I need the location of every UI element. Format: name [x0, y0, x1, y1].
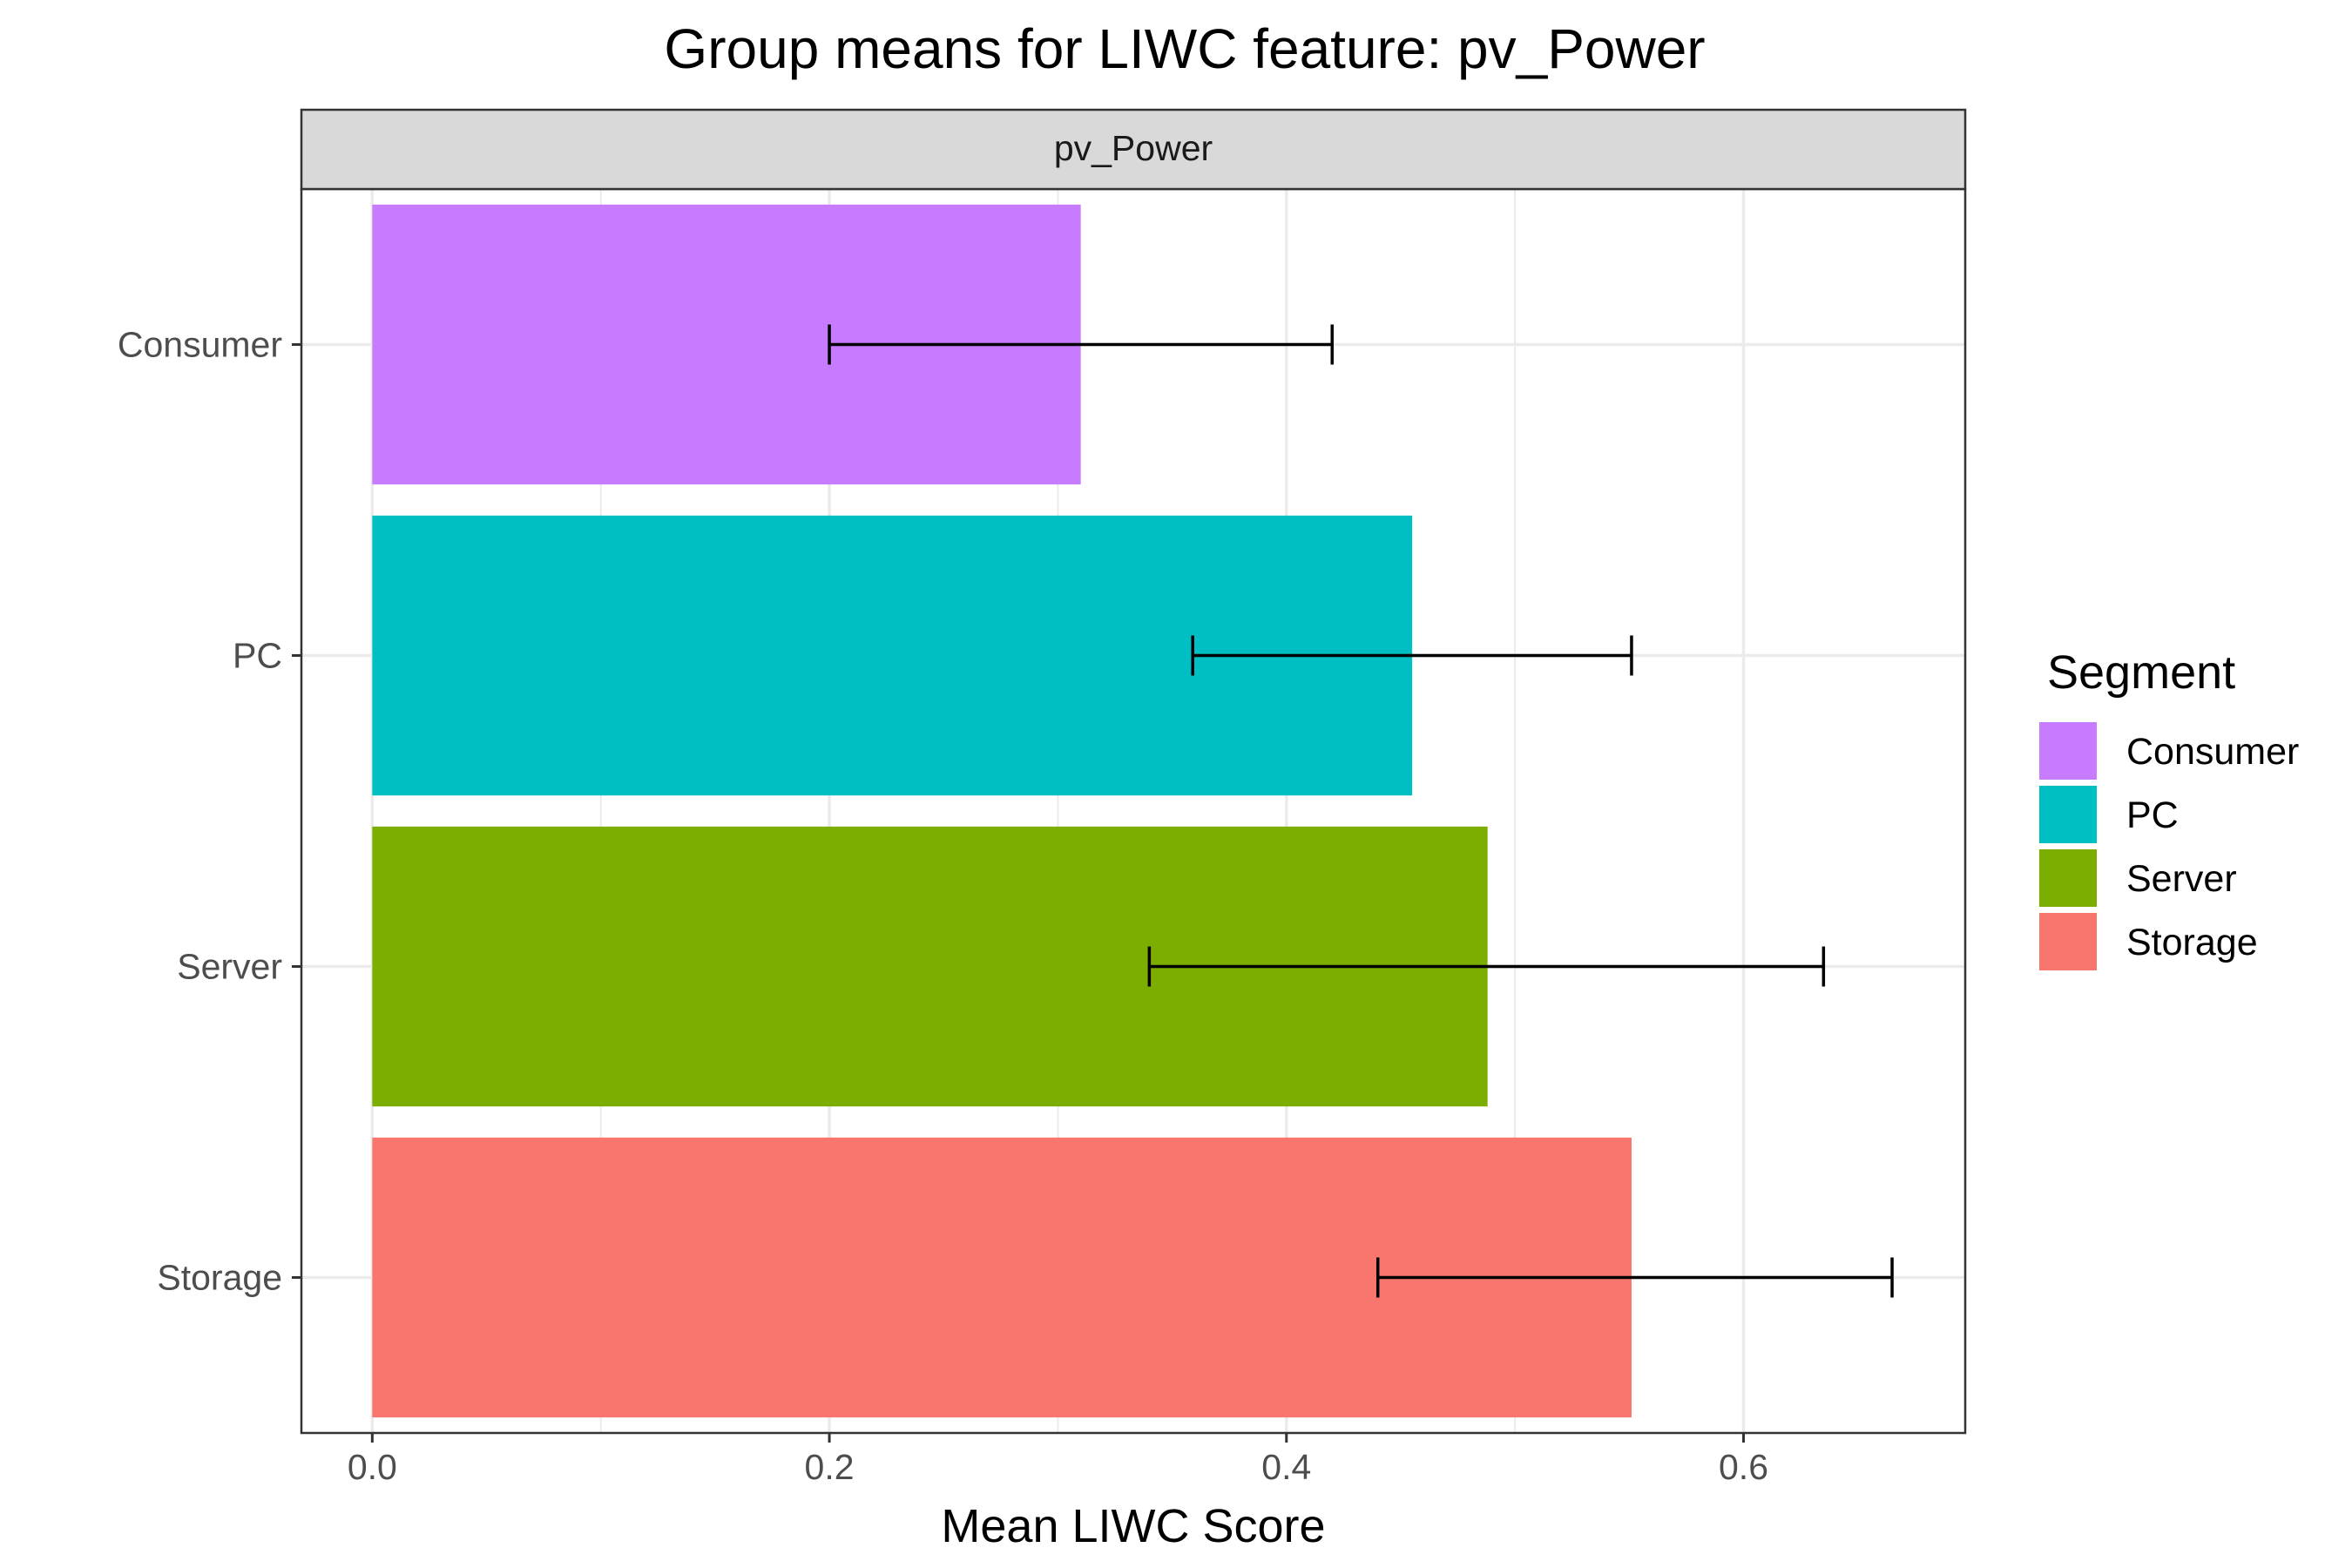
x-axis: 0.0 0.2 0.4 0.6 [348, 1433, 1768, 1487]
legend-key-storage [2039, 913, 2097, 970]
x-tick-label: 0.0 [348, 1447, 397, 1487]
legend-key-consumer [2039, 722, 2097, 780]
legend: Segment Consumer PC Server Storage [2039, 646, 2299, 970]
x-tick-label: 0.4 [1261, 1447, 1311, 1487]
x-tick-label: 0.6 [1719, 1447, 1768, 1487]
errorbars-layer [828, 324, 1894, 1298]
chart-title: Group means for LIWC feature: pv_Power [664, 17, 1705, 80]
plot-panel [300, 187, 1967, 1435]
legend-title: Segment [2047, 646, 2235, 699]
facet-strip-background [300, 108, 1967, 191]
y-axis: Consumer PC Server Storage [118, 325, 301, 1298]
legend-label: Storage [2126, 922, 2258, 963]
y-tick-label: Consumer [118, 325, 282, 365]
x-tick-label: 0.2 [805, 1447, 855, 1487]
facet-strip: pv_Power [300, 108, 1967, 191]
legend-label: Consumer [2126, 731, 2299, 773]
legend-key-server [2039, 849, 2097, 907]
legend-key-pc [2039, 786, 2097, 843]
legend-items: Consumer PC Server Storage [2039, 722, 2299, 970]
facet-strip-label: pv_Power [1054, 128, 1213, 168]
legend-label: Server [2126, 858, 2237, 900]
y-tick-label: Server [177, 947, 282, 987]
y-tick-label: PC [233, 636, 282, 676]
y-tick-label: Storage [157, 1258, 282, 1298]
x-axis-title: Mean LIWC Score [941, 1500, 1325, 1552]
legend-label: PC [2126, 794, 2179, 836]
